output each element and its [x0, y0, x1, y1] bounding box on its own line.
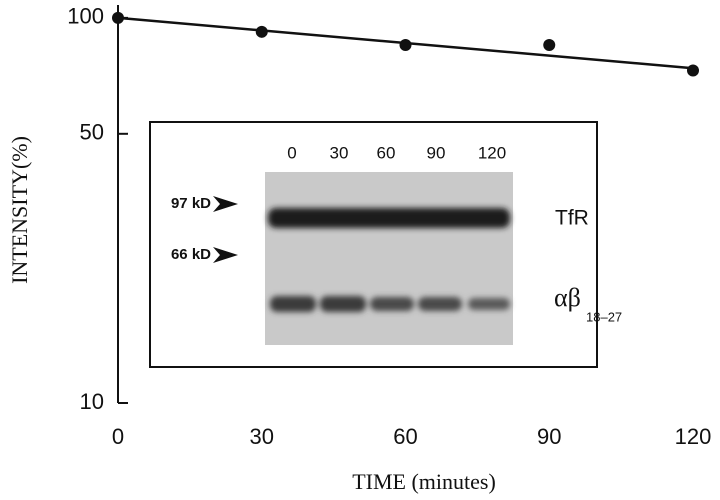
- y-tick-label: 100: [67, 4, 104, 29]
- marker-arrow: [213, 196, 238, 212]
- data-point: [543, 39, 556, 52]
- x-tick-label: 90: [537, 424, 561, 449]
- lane-label: 120: [478, 143, 506, 162]
- lane-label: 30: [330, 143, 349, 162]
- size-marker-label: 66 kD: [171, 246, 211, 263]
- band-subscript: 18–27: [586, 309, 622, 324]
- x-tick-label: 120: [675, 424, 712, 449]
- x-axis-title: TIME (minutes): [352, 469, 496, 494]
- data-point: [255, 25, 268, 38]
- x-tick-label: 0: [112, 424, 124, 449]
- data-point: [687, 64, 699, 77]
- size-marker-label: 97 kD: [171, 195, 211, 212]
- y-tick-label: 10: [80, 389, 104, 414]
- lane-label: 60: [377, 143, 396, 162]
- y-tick-label: 50: [80, 120, 104, 145]
- y-axis-title: INTENSITY(%): [7, 136, 32, 284]
- lane-label: 0: [287, 143, 296, 162]
- band-label: αβ: [554, 283, 581, 312]
- x-tick-label: 60: [393, 424, 417, 449]
- marker-arrow: [213, 247, 238, 263]
- gel-bands: [268, 208, 510, 312]
- lane-label: 90: [427, 143, 446, 162]
- band-label: TfR: [555, 207, 589, 230]
- x-tick-label: 30: [250, 424, 274, 449]
- gel-inset: 0 30 60 90 120 97 kD 66 kD TfR αβ 18–27: [149, 121, 622, 368]
- gel-image: [265, 172, 513, 345]
- data-point: [112, 11, 124, 24]
- data-point: [399, 39, 412, 52]
